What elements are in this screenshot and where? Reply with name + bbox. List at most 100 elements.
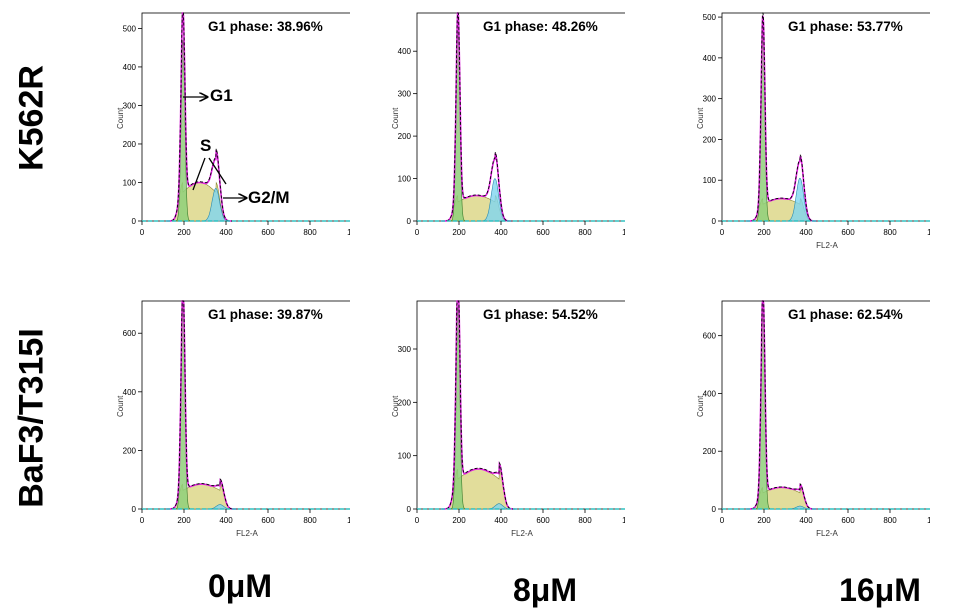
x-tick-label: 1K (347, 516, 350, 525)
y-tick-label: 0 (132, 505, 137, 514)
x-axis-label: FL2-A (816, 529, 838, 538)
histogram-panel-k562r-0um: 0 100 200 300 400 500 0 200 400 600 800 1K Count G1… (110, 5, 350, 265)
y-axis-label: Count (696, 395, 705, 417)
x-tick-label: 400 (219, 228, 233, 237)
x-tick-label: 0 (720, 516, 725, 525)
g1-percentage-label: G1 phase: 62.54% (788, 307, 903, 322)
raw-histogram (441, 300, 516, 510)
x-tick-label: 200 (757, 228, 771, 237)
annotation-g1: G1 (210, 86, 233, 105)
x-tick-label: 0 (720, 228, 725, 237)
x-tick-label: 200 (452, 516, 466, 525)
x-tick-label: 400 (799, 516, 813, 525)
plot-frame (416, 300, 625, 510)
y-axis-label: Count (391, 107, 400, 129)
y-axis-label: Count (116, 395, 125, 417)
x-tick-label: 600 (841, 228, 855, 237)
x-tick-label: 1K (347, 228, 350, 237)
x-tick-label: 200 (452, 228, 466, 237)
y-tick-label: 400 (703, 389, 717, 398)
g1-percentage-label: G1 phase: 38.96% (208, 19, 323, 34)
y-tick-label: 100 (398, 452, 412, 461)
y-tick-label: 100 (398, 175, 412, 184)
x-axis-label: FL2-A (236, 529, 258, 538)
y-tick-label: 0 (407, 505, 412, 514)
y-tick-label: 200 (398, 398, 412, 407)
x-tick-label: 600 (536, 228, 550, 237)
histogram-svg: 0 100 200 300 400 0 200 400 600 800 1K (398, 12, 625, 237)
y-tick-label: 600 (123, 329, 137, 338)
y-tick-label: 300 (123, 101, 137, 110)
y-tick-label: 100 (703, 176, 717, 185)
y-tick-label: 200 (398, 132, 412, 141)
x-tick-label: 400 (494, 516, 508, 525)
histogram-panel-k562r-16um: 0 100 200 300 400 500 0 200 400 600 800 1K Count FL… (690, 5, 930, 265)
y-tick-label: 200 (123, 140, 137, 149)
x-tick-label: 0 (415, 228, 420, 237)
histogram-svg: 0 100 200 300 400 500 0 200 400 600 800 1K (703, 12, 930, 237)
y-tick-label: 100 (123, 178, 137, 187)
x-tick-label: 400 (494, 228, 508, 237)
histogram-svg: 0 200 400 600 0 200 400 600 800 1K (703, 300, 930, 525)
x-tick-label: 600 (841, 516, 855, 525)
y-tick-label: 500 (703, 13, 717, 22)
histogram-panel-baf3-8um: 0 100 200 300 0 200 400 600 800 1K Count FL2-A G1… (385, 293, 625, 553)
annotation-g2m: G2/M (248, 188, 290, 207)
x-tick-label: 600 (261, 228, 275, 237)
y-tick-label: 400 (398, 47, 412, 56)
y-tick-label: 200 (703, 447, 717, 456)
x-tick-label: 800 (303, 516, 317, 525)
raw-histogram (746, 12, 817, 222)
raw-histogram (166, 300, 237, 510)
plot-frame (721, 12, 930, 222)
row-label-baf3-t315i: BaF3/T315I (12, 328, 51, 508)
x-tick-label: 200 (177, 516, 191, 525)
y-tick-label: 0 (712, 217, 717, 226)
x-tick-label: 200 (177, 228, 191, 237)
column-label-8um: 8μM (512, 572, 578, 608)
g1-percentage-label: G1 phase: 48.26% (483, 19, 598, 34)
g1-percentage-label: G1 phase: 39.87% (208, 307, 323, 322)
y-tick-label: 600 (703, 332, 717, 341)
y-axis-label: Count (116, 107, 125, 129)
x-tick-label: 400 (219, 516, 233, 525)
y-tick-label: 0 (712, 505, 717, 514)
plot-frame (721, 300, 930, 510)
x-tick-label: 600 (261, 516, 275, 525)
histogram-panel-baf3-0um: 0 200 400 600 0 200 400 600 800 1K Count FL2-A G1… (110, 293, 350, 553)
fit-curve (746, 15, 817, 222)
y-tick-label: 200 (703, 135, 717, 144)
histogram-svg: 0 100 200 300 400 500 0 200 400 600 800 1K (123, 12, 350, 237)
g1-percentage-label: G1 phase: 54.52% (483, 307, 598, 322)
raw-histogram (746, 300, 817, 510)
x-tick-label: 1K (622, 516, 625, 525)
y-axis-label: Count (696, 107, 705, 129)
x-tick-label: 200 (757, 516, 771, 525)
histogram-svg: 0 200 400 600 0 200 400 600 800 1K (123, 300, 350, 525)
histogram-panel-k562r-8um: 0 100 200 300 400 0 200 400 600 800 1K Count G1 ph… (385, 5, 625, 265)
plot-frame (141, 300, 350, 510)
x-tick-label: 800 (883, 516, 897, 525)
x-axis-label: FL2-A (816, 241, 838, 250)
plot-frame (141, 12, 350, 222)
x-tick-label: 800 (303, 228, 317, 237)
raw-histogram (441, 12, 512, 222)
y-tick-label: 500 (123, 24, 137, 33)
y-tick-label: 300 (398, 345, 412, 354)
x-tick-label: 400 (799, 228, 813, 237)
x-tick-label: 0 (140, 516, 145, 525)
y-tick-label: 0 (407, 217, 412, 226)
x-tick-label: 1K (622, 228, 625, 237)
histogram-panel-baf3-16um: 0 200 400 600 0 200 400 600 800 1K Count FL2-A G1… (690, 293, 930, 553)
x-tick-label: 0 (140, 228, 145, 237)
column-label-0um: 0μM (207, 568, 273, 604)
raw-histogram (166, 12, 233, 222)
x-axis-label: FL2-A (511, 529, 533, 538)
y-tick-label: 400 (703, 54, 717, 63)
x-tick-label: 600 (536, 516, 550, 525)
column-label-16um: 16μM (839, 572, 921, 608)
y-tick-label: 0 (132, 217, 137, 226)
y-tick-label: 400 (123, 388, 137, 397)
row-label-k562r: K562R (12, 65, 51, 171)
y-tick-label: 400 (123, 63, 137, 72)
